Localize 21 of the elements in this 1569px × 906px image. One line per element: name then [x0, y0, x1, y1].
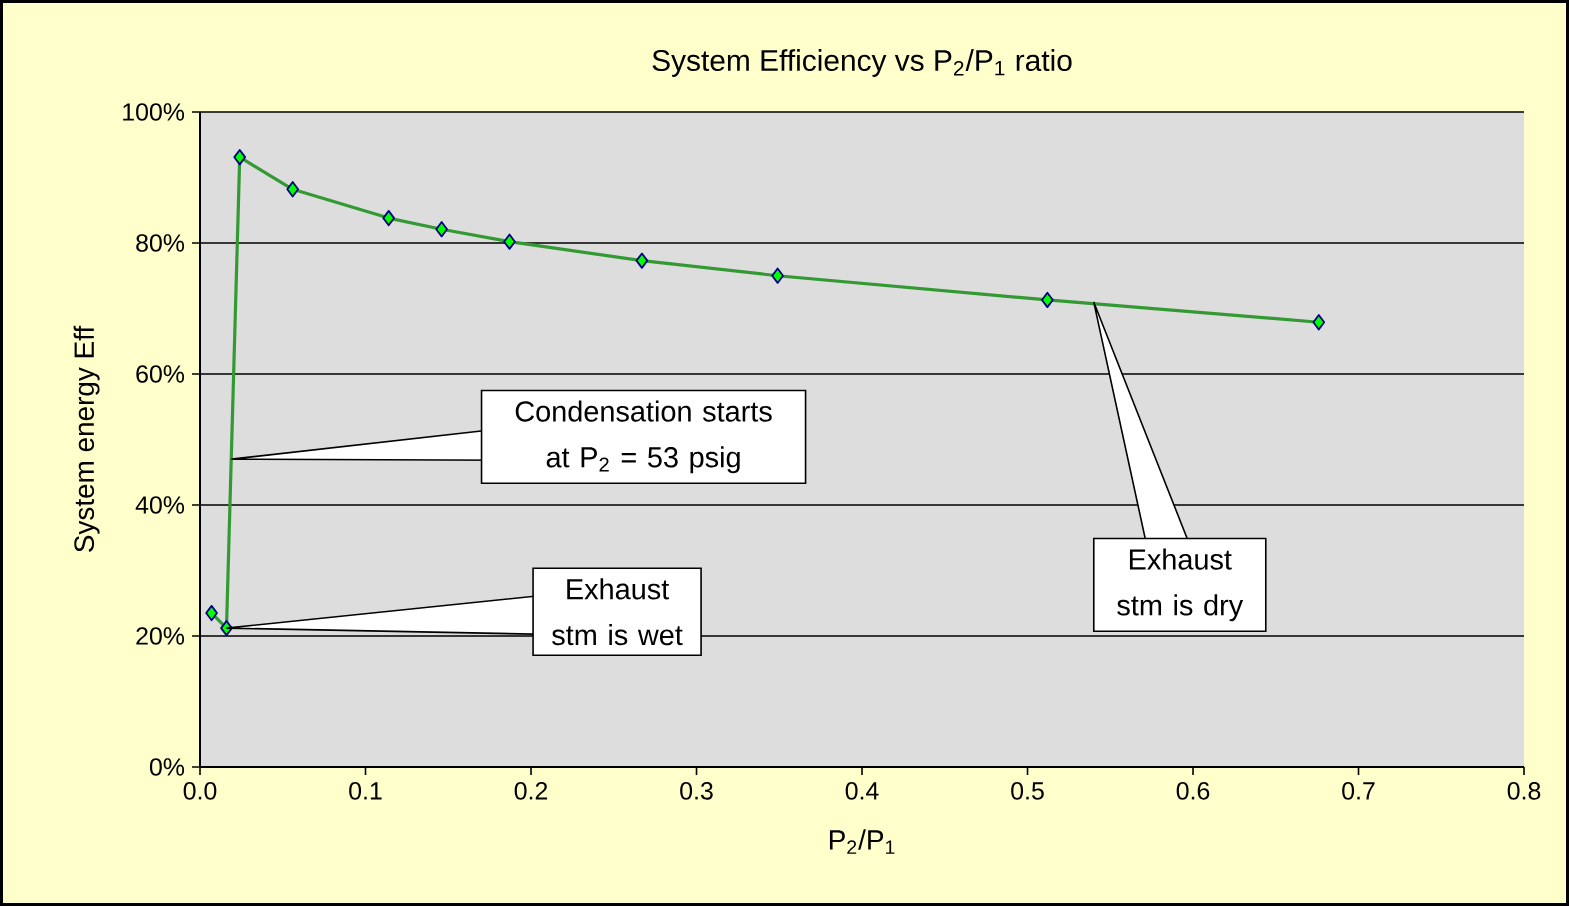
x-tick-label: 0.4	[845, 782, 879, 800]
x-tick-label: 0.0	[183, 782, 217, 800]
y-tick-label: 40%	[135, 496, 185, 514]
x-tick-label: 0.7	[1342, 782, 1375, 800]
chart-title: System Efficiency vs P$_{2}$/P$_{1}$ ratio	[652, 49, 1072, 77]
annotation: Condensation starts at P$_{2}$ = 53 psig	[515, 400, 772, 474]
y-tick-label: 60%	[136, 365, 185, 383]
x-tick-label: 0.2	[514, 782, 548, 800]
x-tick-label: 0.3	[680, 782, 713, 800]
y-axis-title: System energy Eff	[73, 325, 100, 552]
y-tick-label: 80%	[136, 234, 185, 252]
x-tick-label: 0.8	[1507, 782, 1541, 800]
x-axis-title: P$_{2}$/P$_{1}$	[829, 829, 895, 854]
annotation: Exhaust stm is wet	[552, 578, 683, 646]
x-tick-label: 0.6	[1176, 782, 1210, 800]
y-tick-label: 20%	[136, 627, 185, 645]
annotation: Exhaust stm is dry	[1117, 548, 1244, 622]
x-tick-label: 0.1	[349, 782, 382, 800]
x-tick-label: 0.5	[1011, 782, 1044, 800]
y-tick-label: 100%	[123, 103, 185, 121]
y-tick-label: 0%	[149, 758, 185, 776]
